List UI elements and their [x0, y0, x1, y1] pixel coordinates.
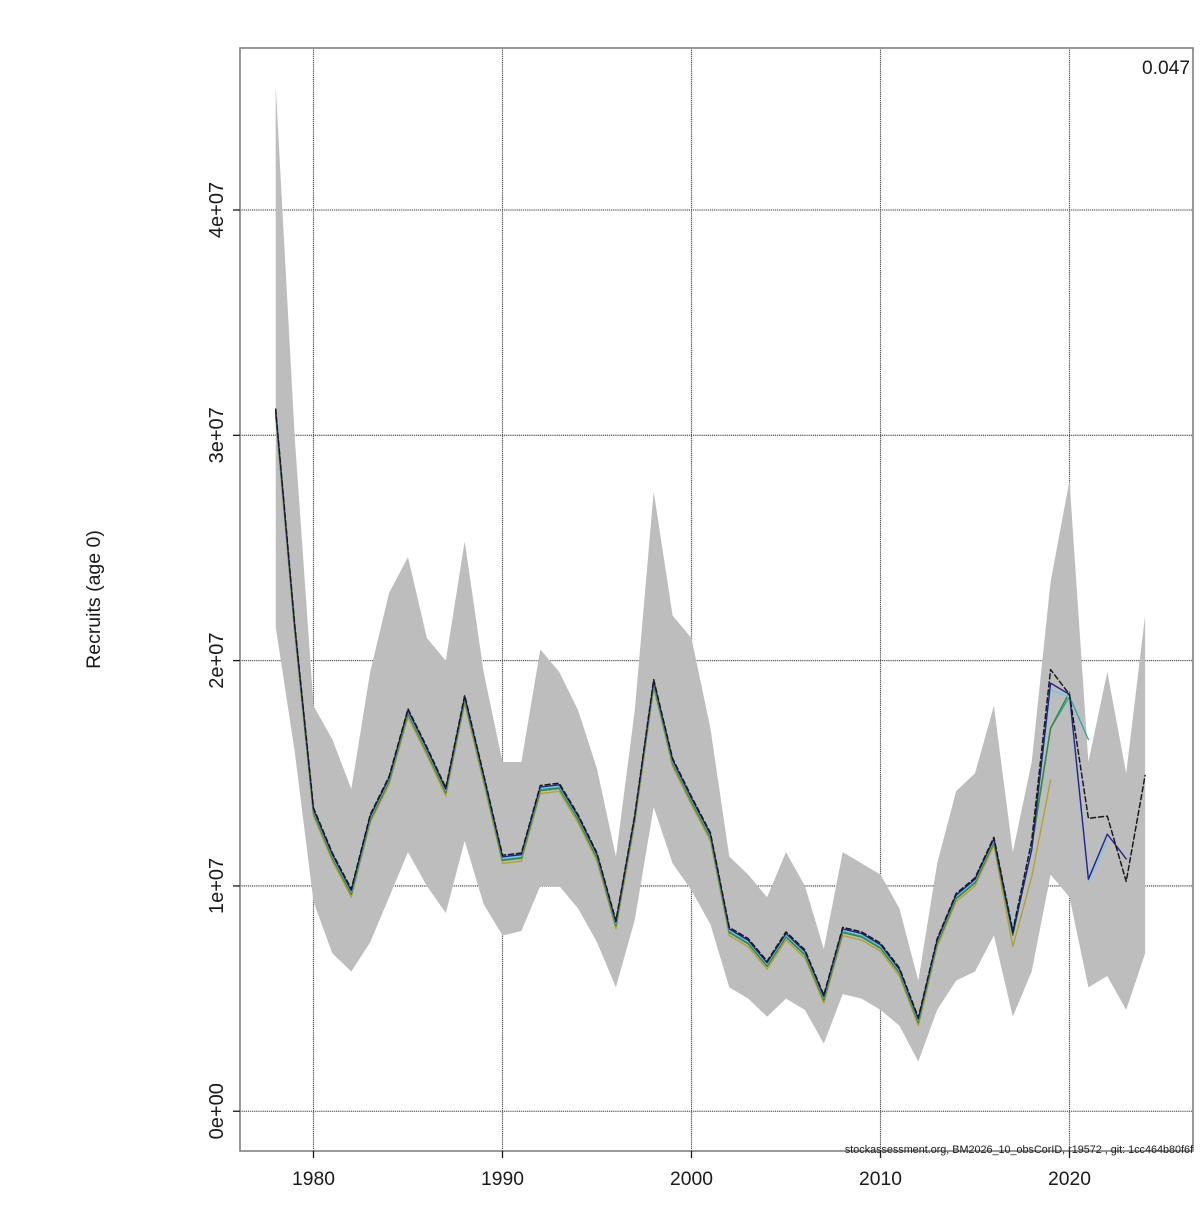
svg-text:2020: 2020	[1048, 1169, 1091, 1190]
svg-text:2000: 2000	[670, 1169, 713, 1190]
svg-text:2e+07: 2e+07	[206, 633, 228, 689]
svg-text:1980: 1980	[292, 1169, 335, 1190]
svg-text:Recruits (age 0): Recruits (age 0)	[83, 530, 105, 669]
svg-text:2010: 2010	[859, 1169, 902, 1190]
svg-text:3e+07: 3e+07	[206, 407, 228, 463]
svg-text:1e+07: 1e+07	[206, 858, 228, 914]
svg-text:0e+00: 0e+00	[206, 1083, 228, 1139]
svg-text:4e+07: 4e+07	[206, 182, 228, 238]
svg-text:1990: 1990	[481, 1169, 524, 1190]
